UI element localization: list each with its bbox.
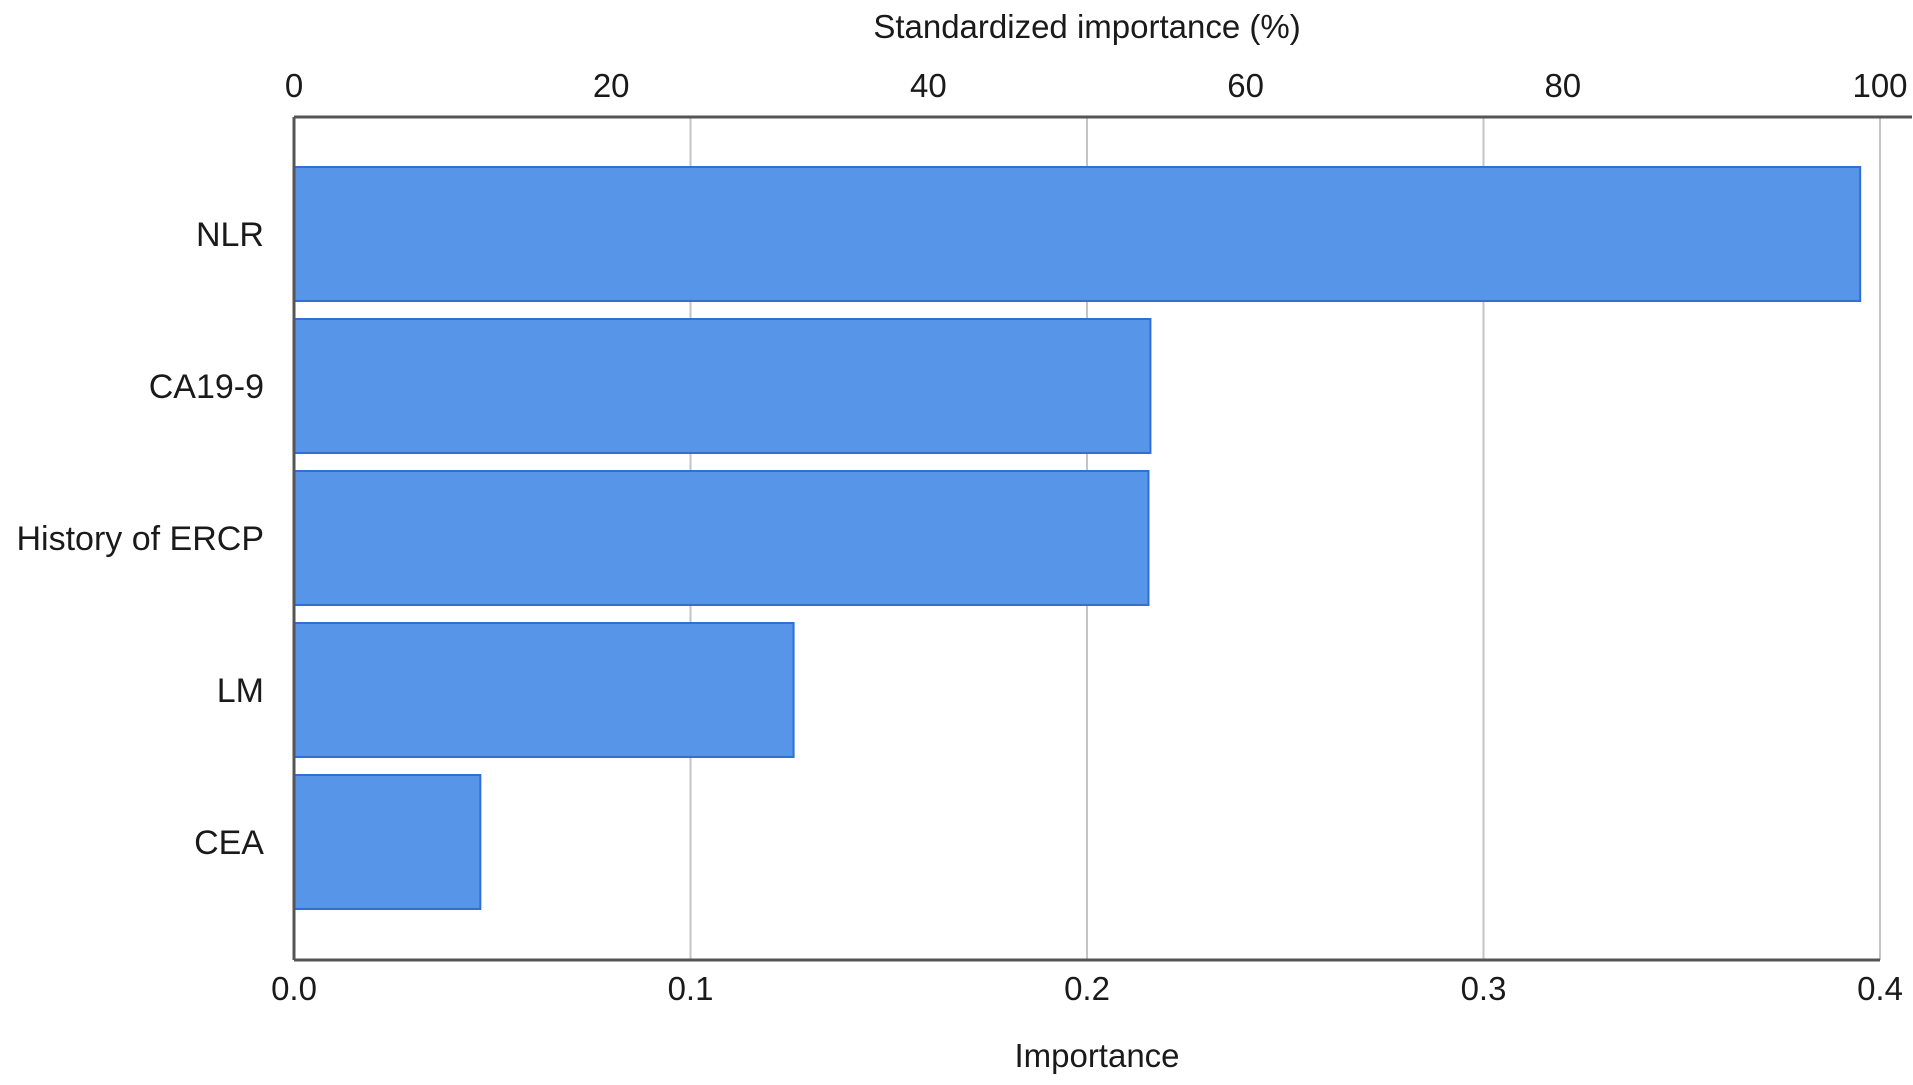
bottom-tick-label: 0.2	[1064, 970, 1110, 1007]
bottom-axis-title: Importance	[1014, 1037, 1179, 1074]
category-label: History of ERCP	[17, 520, 265, 558]
bar-cea	[293, 774, 482, 910]
top-tick-label: 100	[1852, 67, 1907, 104]
top-tick-label: 60	[1227, 67, 1264, 104]
bar-history-of-ercp	[293, 470, 1150, 606]
bars	[293, 166, 1862, 910]
bottom-tick-label: 0.1	[668, 970, 714, 1007]
top-tick-label: 40	[910, 67, 947, 104]
top-tick-label: 20	[593, 67, 630, 104]
bottom-tick-label: 0.0	[271, 970, 317, 1007]
category-label: CEA	[194, 824, 264, 862]
bar-ca19-9	[293, 318, 1152, 454]
category-label: NLR	[196, 216, 264, 254]
top-axis-title: Standardized importance (%)	[873, 8, 1300, 45]
bar-nlr	[293, 166, 1862, 302]
bottom-tick-labels: 0.0 0.1 0.2 0.3 0.4	[271, 970, 1903, 1007]
bottom-tick-label: 0.3	[1461, 970, 1507, 1007]
top-tick-label: 80	[1544, 67, 1581, 104]
axes	[292, 115, 1912, 962]
top-tick-label: 0	[285, 67, 303, 104]
bar-lm	[293, 622, 795, 758]
category-label: LM	[217, 672, 264, 710]
bottom-tick-label: 0.4	[1857, 970, 1903, 1007]
category-labels: NLR CA19-9 History of ERCP LM CEA	[17, 216, 265, 862]
category-label: CA19-9	[149, 368, 264, 406]
top-tick-labels: 0 20 40 60 80 100	[285, 67, 1908, 104]
